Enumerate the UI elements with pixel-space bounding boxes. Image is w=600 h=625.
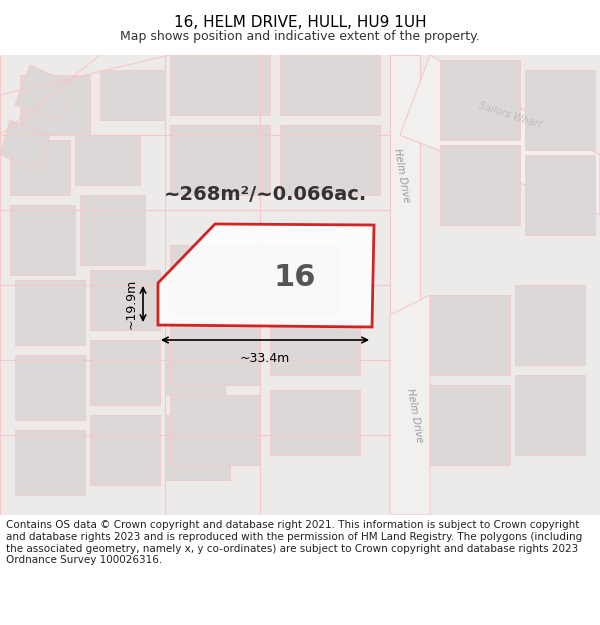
Text: ~268m²/~0.066ac.: ~268m²/~0.066ac. (163, 186, 367, 204)
Polygon shape (90, 340, 160, 405)
Polygon shape (280, 125, 380, 195)
Polygon shape (515, 375, 585, 455)
Polygon shape (170, 395, 260, 465)
Polygon shape (440, 145, 520, 225)
Polygon shape (100, 70, 165, 120)
Polygon shape (270, 390, 360, 455)
Polygon shape (20, 75, 90, 135)
Text: Sailors Wharf: Sailors Wharf (478, 100, 542, 130)
Polygon shape (90, 270, 160, 330)
Text: ~33.4m: ~33.4m (240, 352, 290, 365)
Polygon shape (280, 55, 380, 115)
Text: Map shows position and indicative extent of the property.: Map shows position and indicative extent… (120, 30, 480, 43)
Text: 16, HELM DRIVE, HULL, HU9 1UH: 16, HELM DRIVE, HULL, HU9 1UH (173, 16, 427, 31)
Polygon shape (525, 155, 595, 235)
Polygon shape (400, 55, 600, 215)
Polygon shape (15, 430, 85, 495)
Text: 16: 16 (274, 262, 316, 291)
Polygon shape (270, 320, 360, 375)
Polygon shape (390, 55, 420, 515)
Polygon shape (170, 125, 270, 195)
Polygon shape (170, 245, 340, 315)
Polygon shape (15, 280, 85, 345)
Polygon shape (430, 385, 510, 465)
Polygon shape (10, 140, 70, 195)
Polygon shape (170, 320, 260, 385)
Text: Contains OS data © Crown copyright and database right 2021. This information is : Contains OS data © Crown copyright and d… (6, 521, 582, 565)
Polygon shape (430, 295, 510, 375)
Polygon shape (390, 295, 430, 515)
Polygon shape (15, 355, 85, 420)
Polygon shape (10, 205, 75, 275)
Polygon shape (440, 60, 520, 140)
Polygon shape (165, 340, 225, 395)
Polygon shape (75, 135, 140, 185)
Polygon shape (80, 195, 145, 265)
Text: ~19.9m: ~19.9m (125, 279, 138, 329)
Polygon shape (525, 70, 595, 150)
Polygon shape (170, 55, 270, 115)
Text: Helm Drive: Helm Drive (406, 387, 425, 443)
Polygon shape (515, 285, 585, 365)
Polygon shape (90, 415, 160, 485)
Polygon shape (0, 120, 50, 170)
Text: Helm Drive: Helm Drive (392, 147, 412, 203)
Polygon shape (165, 415, 230, 480)
Polygon shape (15, 65, 75, 120)
Polygon shape (158, 224, 374, 327)
Polygon shape (0, 55, 600, 515)
